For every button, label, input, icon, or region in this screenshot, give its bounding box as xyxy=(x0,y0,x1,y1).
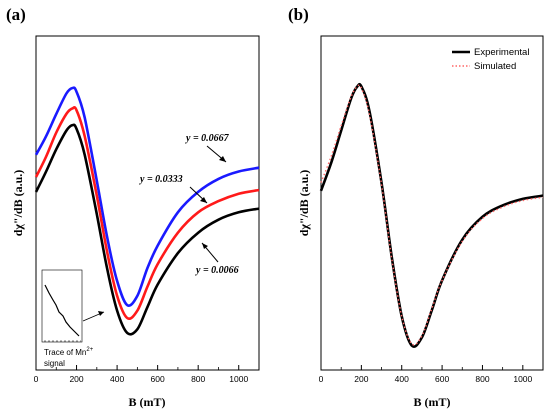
inset-box xyxy=(41,269,83,343)
annotation-y-0066: y = 0.0066 xyxy=(195,265,239,276)
panel-b-y-axis-title: dχ"/dB (a.u.) xyxy=(297,170,311,237)
x-tick-label: 1000 xyxy=(513,374,532,384)
panel-b-tag: (b) xyxy=(288,5,309,24)
x-tick-label: 200 xyxy=(69,374,83,384)
panel-a-x-ticks: 0 200 400 600 800 1000 xyxy=(34,365,248,384)
series-line-y-0-0333 xyxy=(34,106,260,320)
panel-b-series xyxy=(319,82,544,348)
x-tick-label: 0 xyxy=(319,374,324,384)
x-tick-label: 800 xyxy=(475,374,489,384)
panel-a-tag: (a) xyxy=(6,5,26,24)
x-tick-label: 600 xyxy=(151,374,165,384)
panel-a-frame xyxy=(35,35,260,371)
x-tick-label: 0 xyxy=(34,374,39,384)
x-tick-label: 1000 xyxy=(229,374,248,384)
legend-label-simulated: Simulated xyxy=(474,61,516,72)
x-tick-label: 800 xyxy=(191,374,205,384)
panel-b-frame xyxy=(320,35,544,371)
annotation-y-0333: y = 0.0333 xyxy=(139,174,183,185)
series-line-y-0-0066 xyxy=(34,123,260,336)
panel-b-x-axis-title: B (mT) xyxy=(414,395,451,409)
panel-a-series xyxy=(34,86,260,336)
x-tick-label: 400 xyxy=(395,374,409,384)
x-tick-label: 200 xyxy=(354,374,368,384)
annotation-arrowhead-0667 xyxy=(219,156,226,162)
panel-b-chart: 0 200 400 600 800 1000 B (mT) dχ"/dB (a.u.) E… xyxy=(297,35,544,409)
annotation-arrowhead-0333 xyxy=(200,197,207,203)
panel-b-x-ticks: 0 200 400 600 800 1000 xyxy=(319,365,533,384)
inset-pointer-head xyxy=(98,311,104,316)
x-tick-label: 400 xyxy=(110,374,124,384)
inset-trace xyxy=(44,284,80,337)
annotation-y-0667: y = 0.0667 xyxy=(185,133,230,144)
legend-label-experimental: Experimental xyxy=(474,47,529,58)
x-tick-label: 600 xyxy=(435,374,449,384)
panel-b-legend: Experimental Simulated xyxy=(452,47,529,72)
inset-caption: Trace of Mn2+ xyxy=(44,347,94,357)
annotation-arrowhead-0066 xyxy=(202,243,208,249)
inset-caption-line2: signal xyxy=(44,359,65,368)
series-line-y-0-0667 xyxy=(34,86,260,307)
panel-a-chart: 0 200 400 600 800 1000 B (mT) dχ"/dB (a.u.) y… xyxy=(11,35,260,409)
panel-a-x-axis-title: B (mT) xyxy=(129,395,166,409)
series-line-simulated xyxy=(320,84,544,346)
panel-a-y-axis-title: dχ"/dB (a.u.) xyxy=(11,170,25,237)
